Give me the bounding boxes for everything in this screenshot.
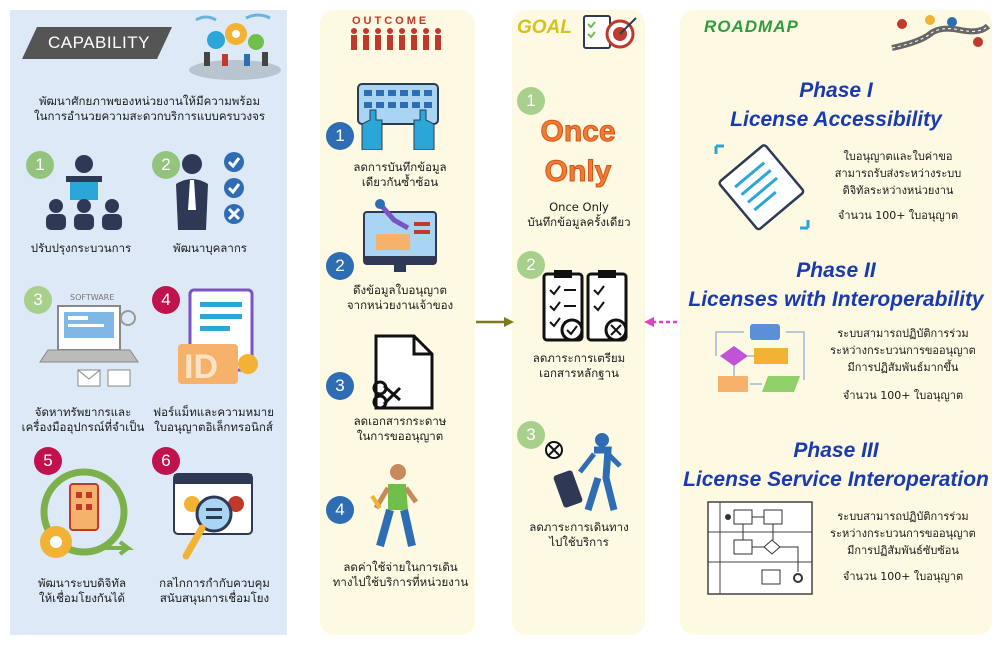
teamwork-gears-icon	[189, 13, 281, 80]
phase-2-subtitle: Licenses with Interoperability	[688, 288, 984, 311]
phase-2-desc-line3: มีการปฏิสัมพันธ์มากขึ้น	[847, 361, 959, 374]
keyboard-typing-icon	[357, 83, 439, 150]
outcome-item-3-line1: ลดเอกสารกระดาษ	[353, 414, 447, 428]
walking-person-icon	[370, 464, 419, 548]
capability-title: CAPABILITY	[22, 27, 172, 59]
outcome-item-4-line2: ทางไปใช้บริการที่หน่วยงาน	[332, 575, 469, 589]
capability-badge-6: 6	[152, 447, 180, 475]
phase-2-count: จำนวน 100+ ใบอนุญาต	[842, 389, 964, 402]
phase-2-heading: Phase II Licenses with Interoperability	[680, 256, 992, 314]
phase-2-title: Phase II	[796, 259, 876, 282]
digital-license-document-icon	[714, 144, 810, 231]
capability-badge-4: 4	[152, 286, 180, 314]
outcome-badge-4: 4	[326, 496, 354, 524]
monitor-robot-arm-icon	[363, 199, 437, 272]
outcome-item-4-line1: ลดค่าใช้จ่ายในการเดิน	[343, 560, 458, 574]
capability-badge-1: 1	[26, 151, 54, 179]
phase-3-desc-line1: ระบบสามารถปฏิบัติการร่วม	[837, 510, 969, 523]
document-scissors-icon	[372, 334, 434, 410]
phase-2-desc-line1: ระบบสามารถปฏิบัติการร่วม	[837, 327, 969, 340]
capability-item-5-line2: ให้เชื่อมโยงกันได้	[38, 591, 126, 605]
capability-badge-3: 3	[24, 286, 52, 314]
phase-1-desc-line3: ดิจิทัลระหว่างหน่วยงาน	[842, 184, 954, 197]
phase-1-heading: Phase I License Accessibility	[680, 76, 992, 134]
flowchart-icon	[715, 324, 805, 392]
target-checklist-icon	[583, 15, 637, 49]
outcome-badge-1: 1	[326, 122, 354, 150]
capability-item-3-line2: เครื่องมืออุปกรณ์ที่จำเป็น	[21, 420, 145, 434]
goal-item-2-line1: ลดภาระการเตรียม	[532, 351, 626, 365]
capability-item-2-label: พัฒนาบุคลากร	[173, 241, 247, 255]
phase-1-count: จำนวน 100+ ใบอนุญาต	[837, 209, 959, 222]
goal-item-1-line1: Once Only	[549, 200, 609, 214]
phase-3-heading: Phase III License Service Interoperation	[680, 436, 992, 494]
once-only-logo: Once Only	[522, 112, 634, 192]
traveler-luggage-icon	[545, 433, 622, 512]
outcome-item-3-line2: ในการขออนุญาต	[356, 429, 444, 443]
phase-3-desc-line2: ระหว่างกระบวนการขออนุญาต	[830, 527, 976, 540]
phase-1-title: Phase I	[799, 79, 873, 102]
software-laptop-icon: SOFTWARE	[39, 293, 139, 387]
swimlane-process-icon	[707, 501, 813, 595]
capability-item-1-label: ปรับปรุงกระบวนการ	[30, 241, 132, 255]
outcome-title: OUTCOME	[352, 15, 430, 27]
goal-badge-3: 3	[517, 421, 545, 449]
capability-item-5-line1: พัฒนาระบบดิจิทัล	[37, 576, 127, 590]
phase-3-subtitle: License Service Interoperation	[683, 468, 989, 491]
phase-1-subtitle: License Accessibility	[730, 108, 942, 131]
goal-item-3-line1: ลดภาระการเดินทาง	[529, 520, 629, 534]
outcome-badge-3: 3	[326, 372, 354, 400]
roadmap-to-goal-arrow	[644, 317, 680, 327]
capability-item-6-line2: สนับสนุนการเชื่อมโยง	[159, 591, 270, 605]
roadmap-title: ROADMAP	[704, 17, 799, 36]
outcome-item-2-line1: ดึงข้อมูลใบอนุญาต	[353, 283, 447, 297]
capability-badge-5: 5	[34, 447, 62, 475]
goal-item-3-line2: ไปใช้บริการ	[549, 535, 609, 549]
outcome-to-goal-arrow	[476, 317, 514, 327]
phase-3-desc-line3: มีการปฏิสัมพันธ์ซับซ้อน	[847, 544, 959, 557]
phase-3-title: Phase III	[793, 439, 879, 462]
goal-badge-1: 1	[517, 87, 545, 115]
goal-title: GOAL	[517, 17, 572, 38]
road-map-pins-icon	[891, 15, 990, 51]
outcome-item-1-line2: เดียวกันซ้ำซ้อน	[361, 175, 439, 189]
goal-item-1-line2: บันทึกข้อมูลครั้งเดียว	[527, 215, 631, 229]
once-only-line2: Only	[544, 155, 612, 189]
meeting-presenter-icon	[46, 155, 122, 230]
once-only-line1: Once	[540, 115, 616, 149]
digital-document-id-icon: ID	[178, 288, 258, 386]
capability-item-3-line1: จัดหาทรัพยากรและ	[34, 405, 132, 419]
phase-1-desc-line2: สามารถรับส่งระหว่างระบบ	[834, 167, 962, 180]
outcome-item-1-line1: ลดการบันทึกข้อมูล	[353, 160, 447, 174]
capability-intro-line2: ในการอำนวยความสะดวกบริการแบบครบวงจร	[33, 109, 265, 123]
magnifier-browser-icon	[173, 473, 253, 560]
capability-item-6-line1: กลไกการกำกับควบคุม	[159, 576, 270, 590]
outcome-badge-2: 2	[326, 252, 354, 280]
goal-item-2-line2: เอกสารหลักฐาน	[539, 366, 619, 380]
goal-badge-2: 2	[517, 251, 545, 279]
phase-2-desc-line2: ระหว่างกระบวนการขออนุญาต	[830, 344, 976, 357]
outcome-item-2-line2: จากหน่วยงานเจ้าของ	[346, 298, 454, 312]
capability-item-4-line1: ฟอร์แม็ทและความหมาย	[153, 405, 274, 419]
capability-badge-2: 2	[152, 151, 180, 179]
businessman-checklist-icon	[176, 152, 244, 230]
phase-3-count: จำนวน 100+ ใบอนุญาต	[842, 570, 964, 583]
phase-1-desc-line1: ใบอนุญาตและใบค่าขอ	[843, 150, 953, 163]
people-row-icon	[351, 28, 441, 50]
svg-text:ID: ID	[184, 348, 218, 386]
checklist-clipboards-icon	[542, 270, 628, 342]
digital-system-gear-icon	[40, 468, 134, 558]
capability-item-4-line2: ใบอนุญาตอิเล็กทรอนิกส์	[154, 420, 273, 434]
capability-intro-line1: พัฒนาศักยภาพของหน่วยงานให้มีความพร้อม	[38, 94, 261, 108]
software-text: SOFTWARE	[70, 293, 114, 302]
